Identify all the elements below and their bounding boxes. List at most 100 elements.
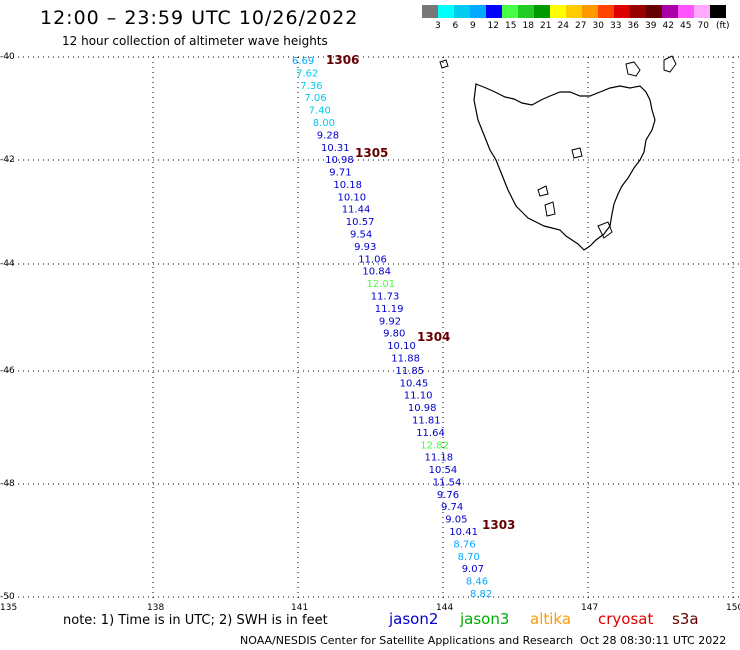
island-small <box>571 147 583 159</box>
scale-label: 12 <box>487 21 499 31</box>
wave-height-value: 11.88 <box>391 354 420 365</box>
scale-label: 36 <box>627 21 639 31</box>
scale-label: 6 <box>452 21 459 31</box>
wave-height-value: 11.19 <box>375 304 404 315</box>
scale-swatch <box>454 5 470 18</box>
wave-height-value: 8.76 <box>453 539 475 550</box>
scale-swatch <box>598 5 614 18</box>
scale-swatch <box>486 5 502 18</box>
island-north <box>625 61 641 77</box>
island-southeast <box>597 221 613 239</box>
scale-label: 3 <box>435 21 441 31</box>
wave-height-value: 8.00 <box>313 118 335 129</box>
wave-height-value: 9.05 <box>445 515 467 526</box>
scale-swatch <box>550 5 566 18</box>
wave-height-value: 10.41 <box>449 527 478 538</box>
wave-height-value: 10.10 <box>387 341 416 352</box>
wave-height-value: 8.70 <box>458 552 480 563</box>
scale-swatch <box>614 5 630 18</box>
scale-swatch <box>662 5 678 18</box>
wave-height-value: 11.18 <box>425 453 454 464</box>
longitude-label: 138 <box>147 603 165 613</box>
wave-height-value: 9.07 <box>462 564 484 575</box>
track-layer: 6.697.627.367.067.408.009.2810.3110.989.… <box>292 53 515 600</box>
wave-height-value: 7.40 <box>309 106 331 117</box>
longitude-label: 141 <box>291 603 309 613</box>
wave-height-value: 9.28 <box>317 130 339 141</box>
scale-unit: (ft) <box>716 21 730 31</box>
wave-height-value: 11.10 <box>404 391 433 402</box>
wave-height-value: 10.45 <box>400 378 429 389</box>
wave-height-value: 11.85 <box>396 366 425 377</box>
wave-height-value: 11.54 <box>433 477 462 488</box>
wave-height-value: 11.73 <box>371 292 400 303</box>
wave-height-value: 10.98 <box>325 155 354 166</box>
scale-swatch <box>566 5 582 18</box>
scale-swatch <box>646 5 662 18</box>
scale-swatch <box>710 5 726 18</box>
scale-swatch <box>678 5 694 18</box>
wave-height-value: 9.71 <box>329 168 351 179</box>
scale-swatch <box>438 5 454 18</box>
wave-height-value: 12.01 <box>367 279 396 290</box>
wave-height-value: 11.06 <box>358 254 387 265</box>
island-east <box>663 55 677 73</box>
scale-label: 24 <box>557 21 569 31</box>
scale-swatch <box>630 5 646 18</box>
scale-label: 9 <box>470 21 476 31</box>
wave-height-value: 6.69 <box>292 56 314 67</box>
page-subtitle: 12 hour collection of altimeter wave hei… <box>62 34 328 48</box>
scale-swatch <box>518 5 534 18</box>
wave-height-value: 7.36 <box>300 81 322 92</box>
scale-label: 70 <box>697 21 709 31</box>
latitude-label: -42 <box>0 155 15 165</box>
scale-label: 33 <box>610 21 622 31</box>
lake-1 <box>537 185 549 197</box>
pass-time-label: 1303 <box>482 518 515 532</box>
wave-height-value: 10.31 <box>321 143 350 154</box>
wave-height-value: 8.82 <box>470 589 492 600</box>
wave-height-value: 8.46 <box>466 577 488 588</box>
latitude-label: -50 <box>0 592 15 602</box>
pass-time-label: 1304 <box>417 330 450 344</box>
latitude-label: -48 <box>0 479 15 489</box>
longitude-label: 147 <box>581 603 599 613</box>
scale-swatch <box>502 5 518 18</box>
scale-label: 42 <box>662 21 674 31</box>
scale-label: 27 <box>575 21 587 31</box>
wave-height-value: 9.93 <box>354 242 376 253</box>
latitude-label: -40 <box>0 52 15 62</box>
wave-height-value: 7.06 <box>304 93 326 104</box>
wave-height-value: 11.44 <box>342 205 371 216</box>
scale-swatch <box>534 5 550 18</box>
pass-time-label: 1306 <box>326 53 359 67</box>
satellite-legend-item: s3a <box>672 610 699 628</box>
island-west <box>439 59 449 69</box>
wave-height-value: 9.76 <box>437 490 459 501</box>
timestamp: Oct 28 08:30:11 UTC 2022 <box>580 634 727 647</box>
latitude-label: -44 <box>0 259 15 269</box>
scale-label: 18 <box>522 21 534 31</box>
wave-height-value: 9.54 <box>350 230 372 241</box>
wave-height-value: 9.92 <box>379 316 401 327</box>
wave-height-value: 10.54 <box>429 465 458 476</box>
wave-height-value: 10.18 <box>333 180 362 191</box>
wave-height-value: 10.84 <box>362 267 391 278</box>
footnote: note: 1) Time is in UTC; 2) SWH is in fe… <box>63 613 328 628</box>
wave-height-value: 11.64 <box>416 428 445 439</box>
tasmania-coastline <box>473 83 656 251</box>
satellite-legend-item: jason3 <box>460 610 510 628</box>
wave-height-value: 9.74 <box>441 502 463 513</box>
longitude-label: 150 <box>726 603 740 613</box>
wave-height-value: 10.57 <box>346 217 375 228</box>
scale-swatch <box>422 5 438 18</box>
grid-lines <box>8 56 740 600</box>
scale-label: 30 <box>592 21 604 31</box>
credit-line: NOAA/NESDIS Center for Satellite Applica… <box>240 634 574 647</box>
page-title: 12:00 – 23:59 UTC 10/26/2022 <box>40 7 359 29</box>
wave-height-value: 9.80 <box>383 329 405 340</box>
satellite-legend-item: altika <box>530 610 572 628</box>
scale-label: 21 <box>540 21 552 31</box>
pass-time-label: 1305 <box>355 146 388 160</box>
